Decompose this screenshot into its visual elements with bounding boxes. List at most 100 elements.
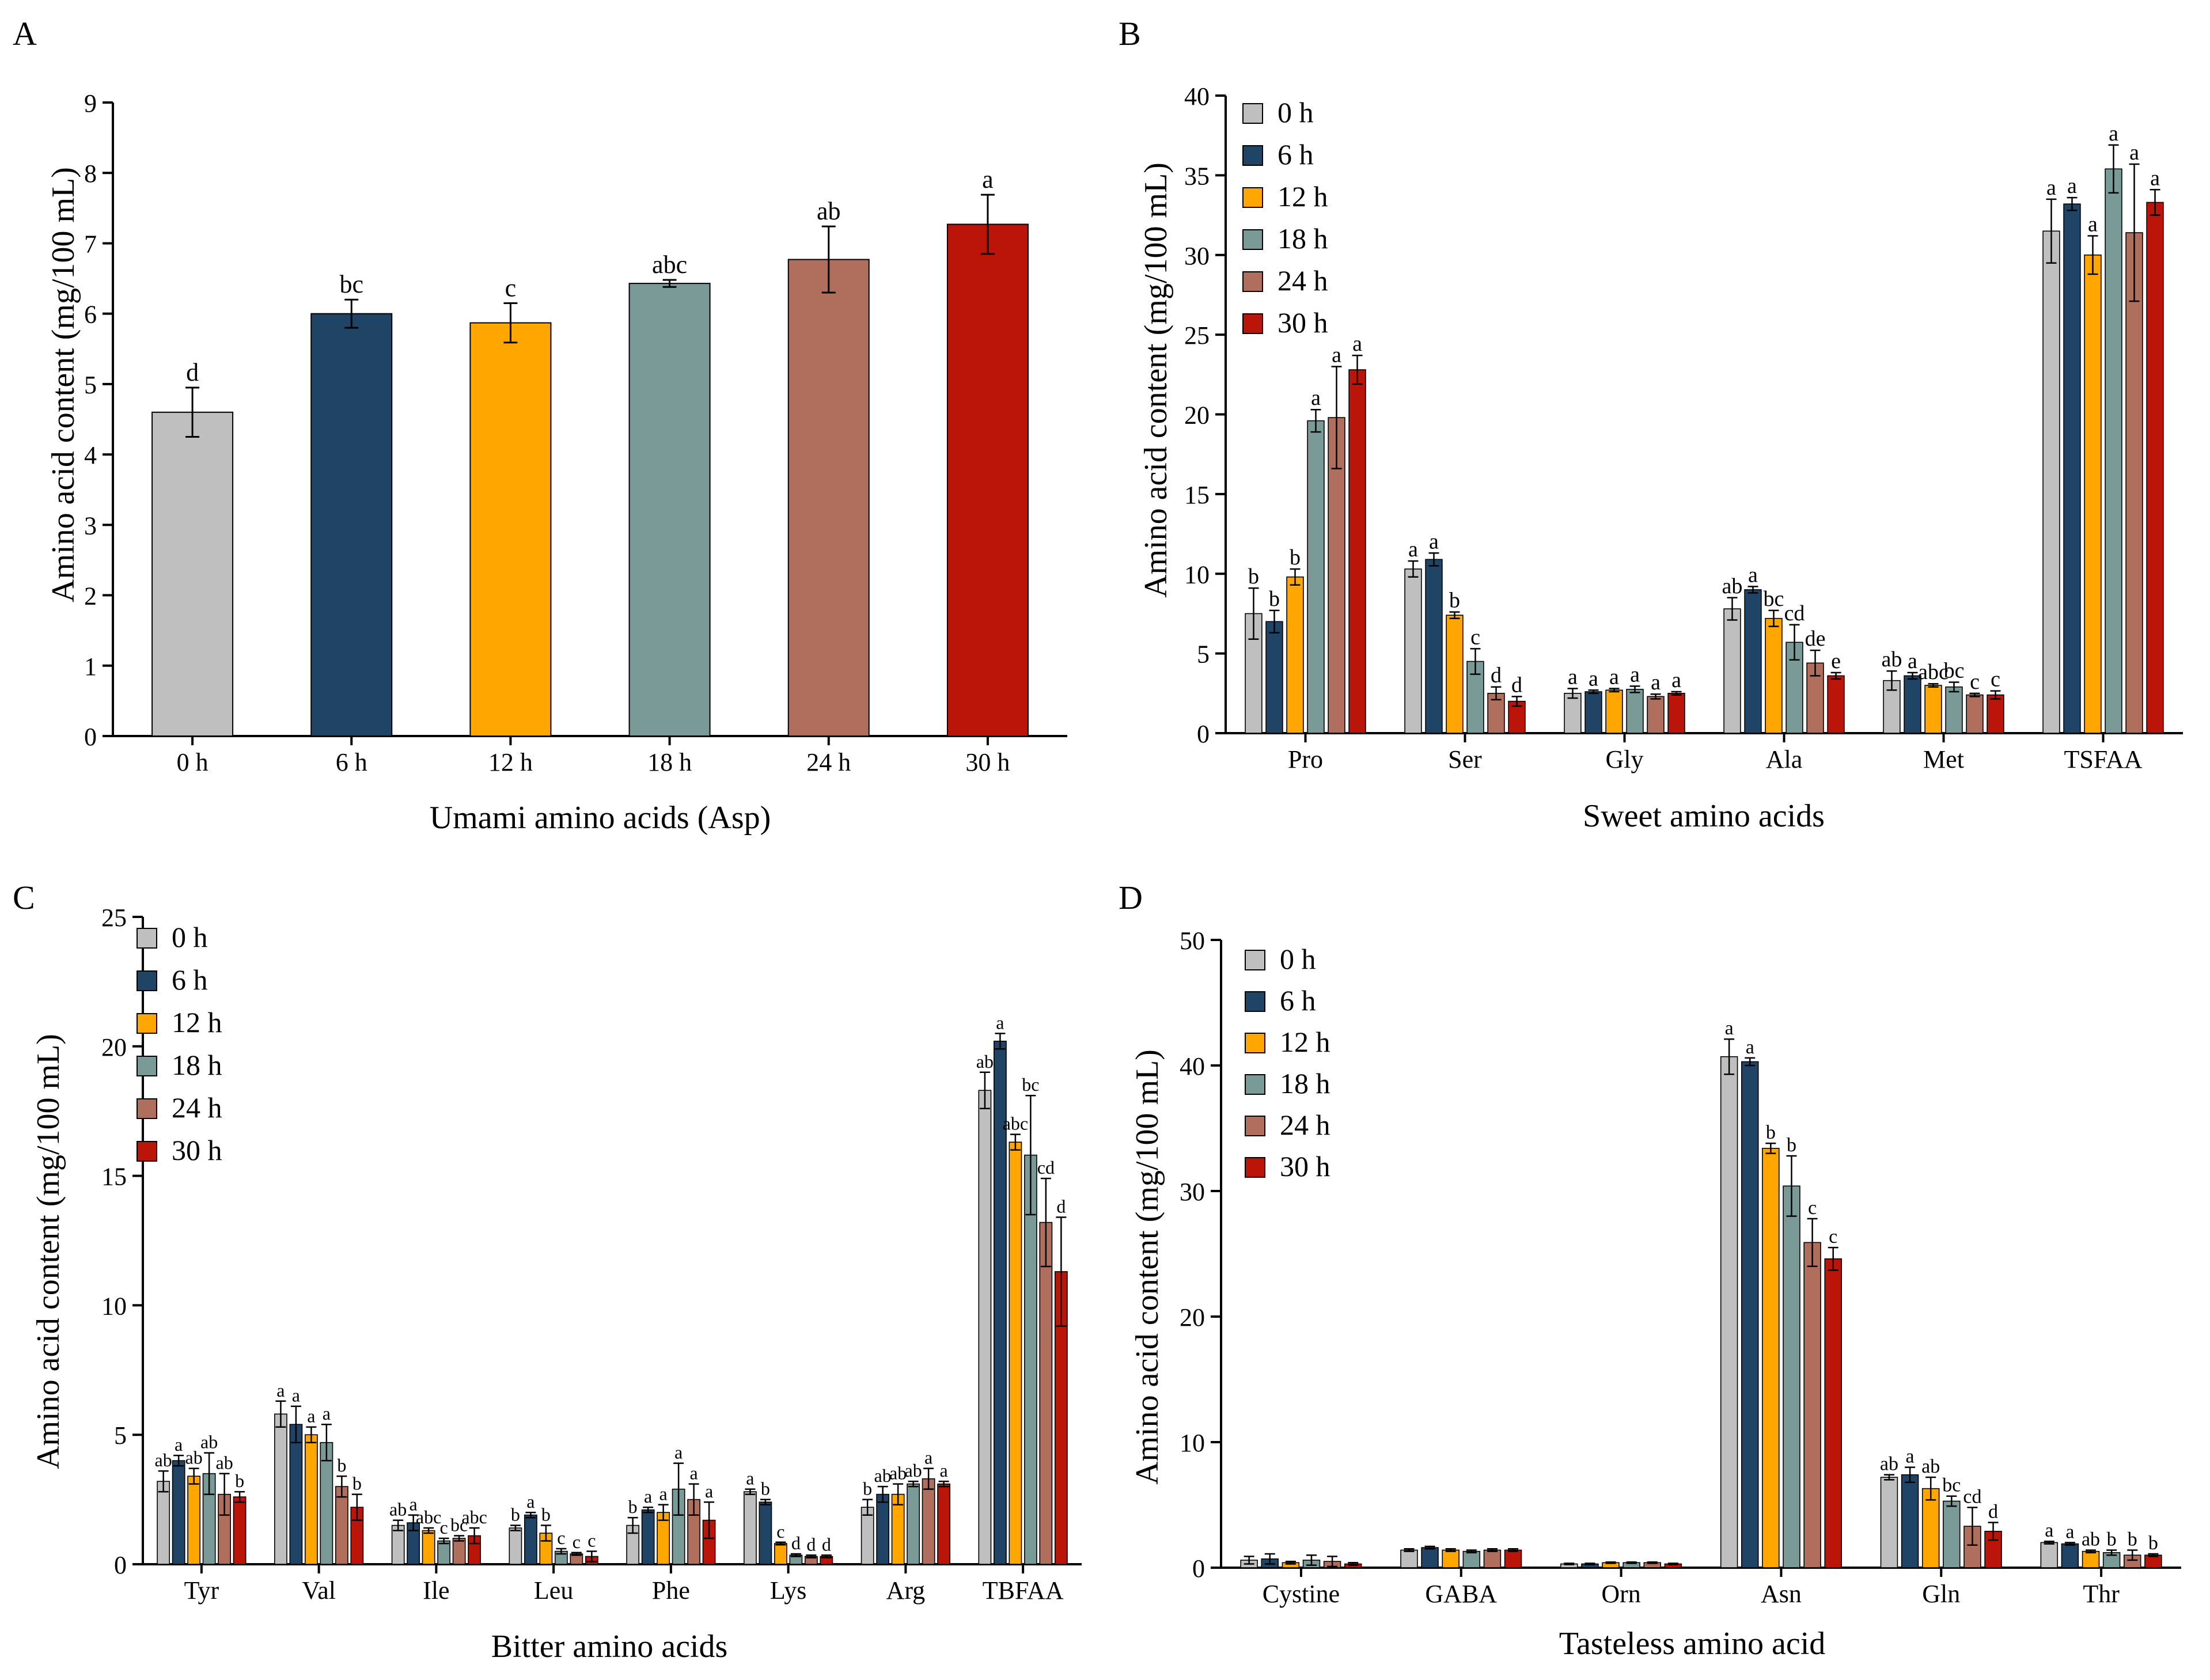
panel-b-bar [2125,232,2143,734]
panel-a-xtick-label: 24 h [806,748,851,776]
panel-b-sig-label: c [1991,668,2000,692]
panel-b-bar [1945,686,1963,734]
panel-b-bar [1265,621,1283,734]
panel-c-legend-label: 24 h [172,1091,222,1124]
panel-c-sig-label: abc [1003,1113,1028,1134]
panel-d-ytick-label: 50 [1180,927,1205,955]
panel-c-legend: 0 h 6 h 12 h 18 h 24 h 30 h [137,921,222,1166]
panel-c-ytick-label: 25 [101,904,127,932]
panel-c-sig-label: a [307,1406,315,1427]
panel-b-sig-label: c [1470,625,1480,649]
panel-d-ytick-label: 30 [1180,1178,1205,1206]
panel-b-sig-label: c [1970,670,1980,694]
panel-b-ytick-label: 5 [1197,640,1210,669]
panel-d-sig-label: ab [1880,1454,1898,1475]
panel-a-ytick-label: 4 [84,441,97,469]
panel-a-sig-label: c [505,274,517,302]
panel-c-sig-label: abc [461,1507,487,1527]
panel-b-bar [1626,689,1644,734]
panel-c-sig-label: ab [874,1465,892,1486]
panel-d-ylabel: Amino acid content (mg/100 mL) [1129,1049,1165,1485]
panel-c-sig-label: b [541,1504,551,1525]
panel-c-ytick-label: 10 [101,1292,127,1320]
panel-b-ytick-label: 10 [1184,560,1210,589]
panel-letter-b: B [1119,15,1141,52]
panel-letter-d: D [1119,879,1143,916]
panel-c-bar [861,1507,874,1565]
panel-b-sig-label: a [2088,213,2098,237]
panel-c-sig-label: ab [185,1447,203,1468]
panel-a-ytick-label: 2 [84,582,97,610]
panel-b-sig-label: b [1290,545,1301,570]
panel-letter-a: A [13,15,37,52]
panel-c-sig-label: a [175,1434,183,1455]
panel-b-sig-label: a [1630,662,1640,687]
panel-b-legend-swatch [1242,187,1263,208]
panel-a-xtick-label: 30 h [965,748,1010,776]
panel-c-bar [157,1481,170,1565]
panel-d-legend-label: 30 h [1280,1150,1330,1182]
panel-d-bar [1442,1549,1460,1568]
panel-a-sig-label: bc [339,270,363,298]
panel-b-bar [1827,675,1845,734]
panel-b-ytick-label: 35 [1184,162,1210,190]
panel-b-sig-label: a [2150,166,2160,190]
panel-c-legend-label: 12 h [172,1006,222,1038]
panel-c-bar [422,1530,435,1565]
panel-d-sig-label: a [2065,1521,2074,1542]
panel-a-bar [946,223,1029,737]
panel-d-sig-label: d [1988,1501,1998,1523]
panel-c-sig-label: a [276,1380,285,1401]
panel-c-xtick-label: Tyr [184,1576,219,1605]
panel-b-sig-label: ab [1722,574,1743,598]
panel-c-ytick-label: 20 [101,1033,127,1061]
panel-b-bar [1647,696,1665,734]
panel-b-sig-label: a [1748,563,1758,587]
panel-c-xlabel: Bitter amino acids [491,1629,728,1664]
panel-c-bar [922,1478,935,1565]
panel-b-bar [1446,615,1464,734]
panel-d-bar [1720,1056,1738,1568]
panel-b-sig-label: b [1449,589,1460,613]
panel-d-xtick-label: Asn [1761,1580,1802,1608]
panel-b-sig-label: a [2109,122,2118,146]
panel-a-xtick-label: 0 h [177,748,209,776]
panel-c-sig-label: a [644,1486,652,1507]
panel-c-legend-swatch [137,1141,157,1162]
panel-b-legend-label: 30 h [1278,306,1328,339]
panel-d-bar [1921,1488,1940,1568]
panel-d-bar [1483,1549,1502,1568]
panel-b-legend-label: 6 h [1278,138,1314,170]
panel-d-bar [1462,1550,1481,1568]
panel-d-sig-label: ab [2082,1529,2100,1550]
panel-a-ytick-label: 9 [84,89,97,117]
panel-c-sig-label: ab [976,1051,994,1072]
panel-b-sig-label: a [2129,141,2139,165]
panel-d-legend-swatch [1245,1157,1265,1178]
panel-d-xtick-label: GABA [1425,1580,1497,1608]
panel-c-sig-label: a [690,1463,698,1484]
panel-c-sig-label: c [440,1517,448,1538]
panel-c-sig-label: c [573,1531,581,1552]
panel-b-ylabel: Amino acid content (mg/100 mL) [1138,162,1174,598]
panel-c-sig-label: a [323,1403,331,1424]
panel-b-bar [1328,417,1345,734]
panel-c-xtick-label: Ile [423,1576,449,1605]
panel-c-bar [774,1543,787,1565]
panel-c-legend-swatch [137,928,157,949]
panel-d-sig-label: c [1829,1226,1837,1247]
panel-c-sig-label: abc [416,1507,441,1527]
panel-b-sig-label: b [1269,587,1280,611]
panel-d-bar [1783,1185,1800,1568]
panel-c-legend-swatch [137,1013,157,1034]
panel-d-bar [1504,1549,1522,1568]
panel-b-bar [1667,693,1685,734]
panel-c-xtick-label: Arg [886,1576,926,1605]
panel-d-sig-label: a [1725,1018,1734,1039]
panel-b-sig-label: a [1589,666,1598,691]
panel-a-sig-label: ab [817,197,841,225]
panel-d-sig-label: ab [1921,1456,1940,1477]
panel-c-legend-swatch [137,1098,157,1119]
panel-c-sig-label: b [511,1504,520,1525]
